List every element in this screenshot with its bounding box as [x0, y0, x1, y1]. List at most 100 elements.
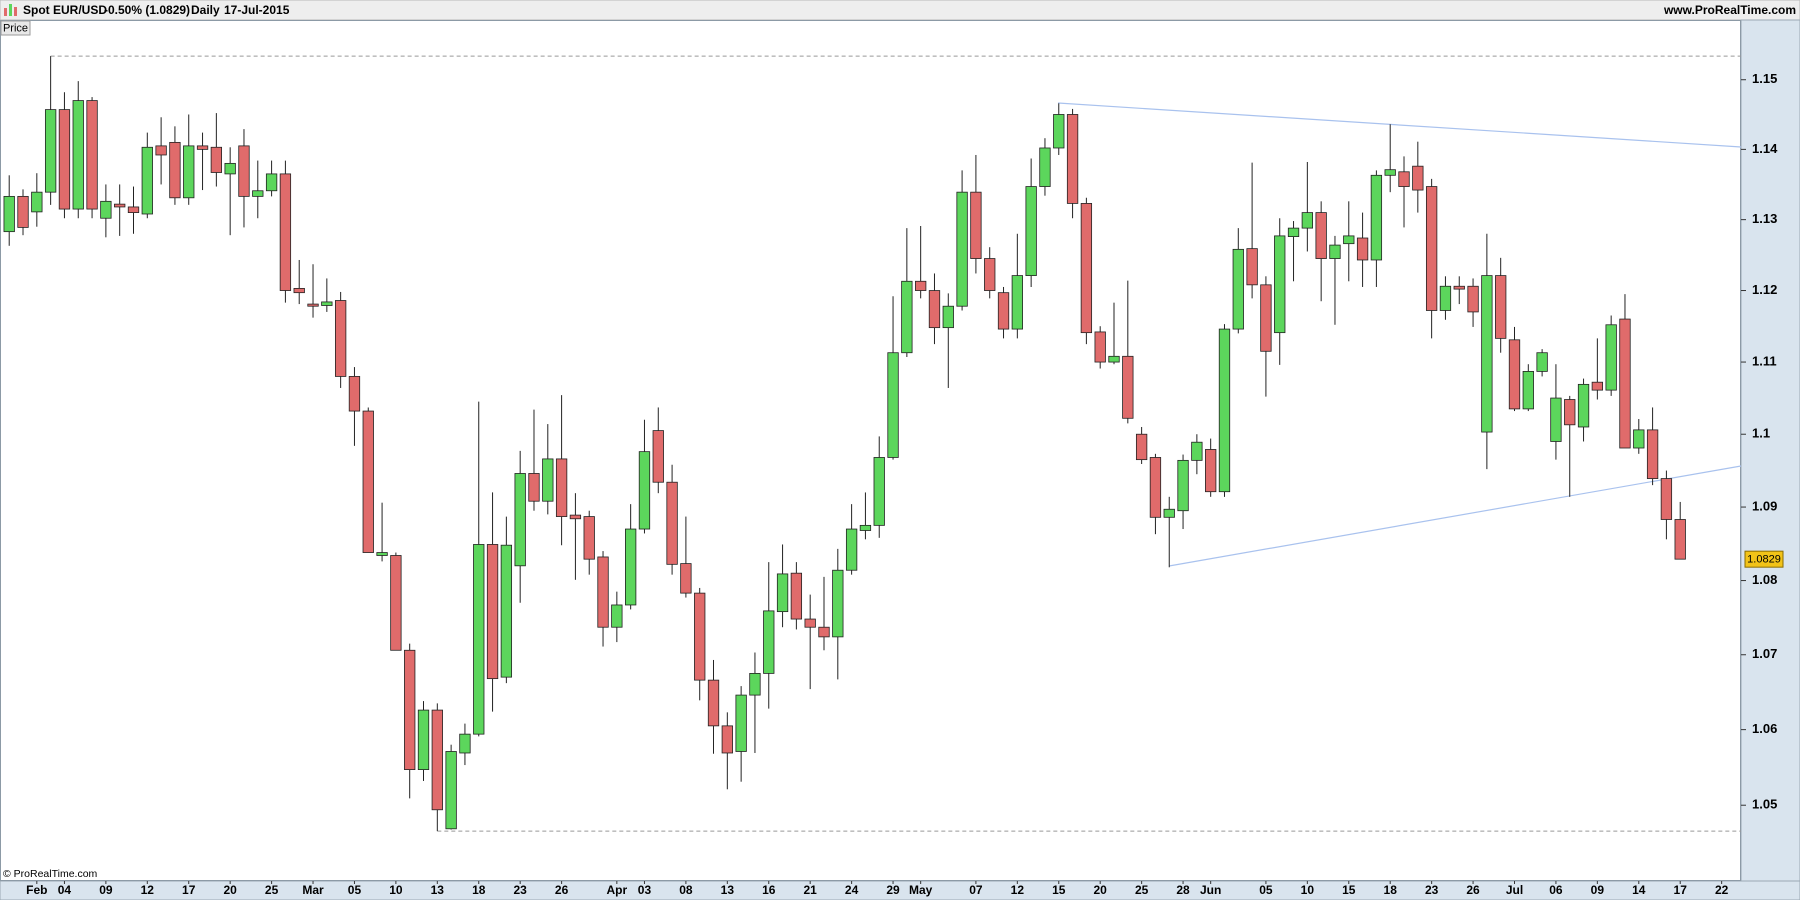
candle-body [431, 709, 443, 811]
candle-body [625, 528, 637, 606]
candle-body [735, 694, 747, 752]
candle-body [100, 200, 112, 219]
panel-tab[interactable] [0, 20, 31, 36]
candle-body [141, 146, 153, 215]
candle-body [210, 146, 223, 173]
candle-body [1398, 171, 1410, 187]
candle-body [845, 528, 858, 571]
x-tick-label: 24 [845, 883, 859, 897]
candle-body [334, 300, 347, 377]
x-tick-label: 13 [431, 883, 445, 897]
candle-body [1343, 235, 1355, 245]
candle-body [1218, 328, 1231, 493]
candle-body [196, 145, 209, 150]
x-tick-label: 07 [969, 883, 983, 897]
candle-body [818, 626, 830, 638]
candle-body [1356, 237, 1369, 261]
period: Daily [191, 3, 220, 17]
candle-body [776, 573, 789, 613]
candle-body [1425, 186, 1438, 311]
x-tick-label: 18 [1384, 883, 1398, 897]
candle-body [1591, 381, 1604, 391]
candle-body [445, 751, 457, 830]
candle-body [155, 145, 167, 156]
x-tick-label: 21 [804, 883, 818, 897]
candle-body [224, 162, 236, 175]
x-tick-label: Feb [26, 883, 47, 897]
candle-body [749, 672, 761, 696]
candle-body [542, 458, 554, 502]
panel-label[interactable]: Price [3, 22, 28, 34]
y-tick-label: 1.11 [1752, 353, 1777, 368]
candle-body [1011, 275, 1023, 330]
instrument: Spot EUR/USD [23, 3, 107, 17]
candle-body [680, 563, 692, 594]
x-tick-label: Mar [302, 883, 324, 897]
candle-body [1163, 508, 1175, 518]
x-tick-label: 17 [182, 883, 196, 897]
candle-body [348, 376, 361, 412]
candle-body [44, 109, 57, 193]
candle-body [127, 206, 140, 213]
candle-body [1646, 429, 1659, 479]
candle-body [970, 191, 982, 259]
x-tick-label: 05 [348, 883, 362, 897]
x-tick-label: 22 [1715, 883, 1729, 897]
candle-body [873, 457, 885, 526]
candle-body [1246, 248, 1258, 286]
candle-body [901, 280, 913, 354]
y-tick-label: 1.05 [1752, 797, 1777, 812]
candle-body [459, 733, 471, 754]
candle-body [293, 287, 305, 294]
candle-body [997, 292, 1010, 330]
candle-body [1384, 169, 1396, 176]
candle-body [1467, 285, 1479, 313]
candle-body [666, 481, 678, 565]
candle-body [72, 100, 84, 210]
candle-body [486, 544, 499, 680]
candle-body [1301, 212, 1313, 229]
candle-body [307, 303, 319, 307]
x-tick-label: 18 [472, 883, 486, 897]
y-tick-label: 1.13 [1752, 211, 1777, 226]
trendline-upper[interactable] [1057, 102, 1742, 148]
candle-body [1550, 397, 1562, 442]
candle-body [694, 592, 706, 681]
candle-body [1025, 186, 1037, 276]
y-tick-label: 1.15 [1752, 71, 1777, 86]
candle-body [3, 195, 15, 233]
candle-body [611, 604, 623, 628]
website[interactable]: www.ProRealTime.com [1663, 3, 1796, 17]
x-tick-label: 16 [762, 883, 776, 897]
change: -0.50% (1.0829) [104, 3, 190, 17]
x-tick-label: 09 [99, 883, 113, 897]
candle-body [1481, 275, 1493, 433]
candle-body [1274, 235, 1286, 334]
candle-body [114, 203, 126, 208]
candle-body [984, 258, 996, 291]
plot-frame [0, 20, 1741, 881]
candle-body [1619, 318, 1631, 449]
x-tick-label: 04 [58, 883, 72, 897]
trendline-lower[interactable] [1168, 465, 1742, 567]
x-tick-label: 25 [265, 883, 279, 897]
x-tick-label: Jul [1506, 883, 1523, 897]
candle-body [1453, 285, 1465, 290]
candle-body [763, 610, 775, 674]
x-tick-label: 12 [1011, 883, 1025, 897]
candle-body [1191, 441, 1203, 461]
candle-body [252, 190, 264, 197]
y-tick-label: 1.14 [1752, 141, 1778, 156]
candle-body [555, 458, 568, 517]
last-price-label: 1.0829 [1747, 554, 1781, 566]
x-tick-label: 26 [555, 883, 569, 897]
candle-body [1287, 227, 1300, 237]
candle-body [169, 141, 181, 199]
candle-body [1674, 519, 1686, 560]
candle-body [707, 679, 720, 727]
candle-body [1260, 284, 1272, 352]
candle-body [1135, 433, 1148, 461]
